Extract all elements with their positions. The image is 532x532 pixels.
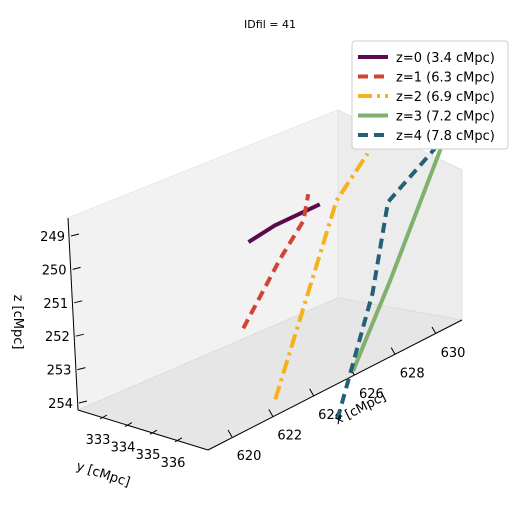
z-tick — [72, 266, 81, 270]
z-tick — [74, 300, 83, 304]
x-tick — [431, 326, 437, 335]
x-tick-label: 622 — [277, 428, 302, 443]
x-tick — [390, 347, 396, 355]
legend-label-1: z=1 (6.3 cMpc) — [396, 71, 495, 86]
legend-items: z=0 (3.4 cMpc) z=1 (6.3 cMpc) z=2 (6.9 cMp… — [358, 51, 495, 144]
z-axis-line — [67, 217, 79, 411]
x-tick — [227, 429, 233, 438]
y-tick-label: 334 — [111, 441, 136, 456]
legend-label-3: z=3 (7.2 cMpc) — [396, 110, 495, 125]
z-tick — [70, 233, 80, 237]
y-axis-line — [77, 409, 209, 451]
y-tick-label: 336 — [161, 456, 186, 471]
z-tick — [78, 400, 88, 404]
y-tick — [174, 437, 183, 443]
x-tick-label: 630 — [441, 346, 466, 361]
z-tick-label: 250 — [42, 263, 67, 278]
z-tick — [75, 333, 84, 337]
series-line-1 — [241, 193, 311, 330]
y-tick — [124, 422, 133, 428]
z-tick-label: 253 — [47, 364, 72, 379]
z-tick — [77, 367, 86, 371]
x-tick-label: 620 — [237, 449, 262, 464]
title: IDfil = 41 — [244, 18, 296, 31]
z-tick-label: 252 — [45, 330, 70, 345]
y-tick-label: 335 — [136, 448, 161, 463]
y-tick — [149, 429, 158, 435]
legend-box — [351, 40, 509, 150]
legend-label-4: z=4 (7.8 cMpc) — [396, 129, 495, 144]
x-tick-label: 624 — [318, 408, 343, 423]
legend-label-0: z=0 (3.4 cMpc) — [396, 51, 495, 66]
legend: z=0 (3.4 cMpc) z=1 (6.3 cMpc) z=2 (6.9 cMp… — [351, 40, 509, 150]
z-tick-label: 254 — [48, 397, 73, 412]
x-tick — [309, 388, 315, 397]
y-tick — [99, 414, 108, 420]
z-axis-label: z [cMpc] — [10, 295, 25, 350]
x-axis-line — [207, 319, 463, 451]
z-tick-label: 251 — [43, 297, 68, 312]
y-tick-label: 333 — [86, 433, 111, 448]
x-tick-label: 626 — [359, 387, 384, 402]
x-tick-label: 628 — [400, 367, 425, 382]
z-tick-label: 249 — [40, 230, 65, 245]
legend-label-2: z=2 (6.9 cMpc) — [396, 90, 495, 105]
x-tick — [268, 409, 274, 417]
series-line-2 — [273, 152, 370, 400]
y-axis-label: y [cMpc] — [74, 459, 132, 490]
